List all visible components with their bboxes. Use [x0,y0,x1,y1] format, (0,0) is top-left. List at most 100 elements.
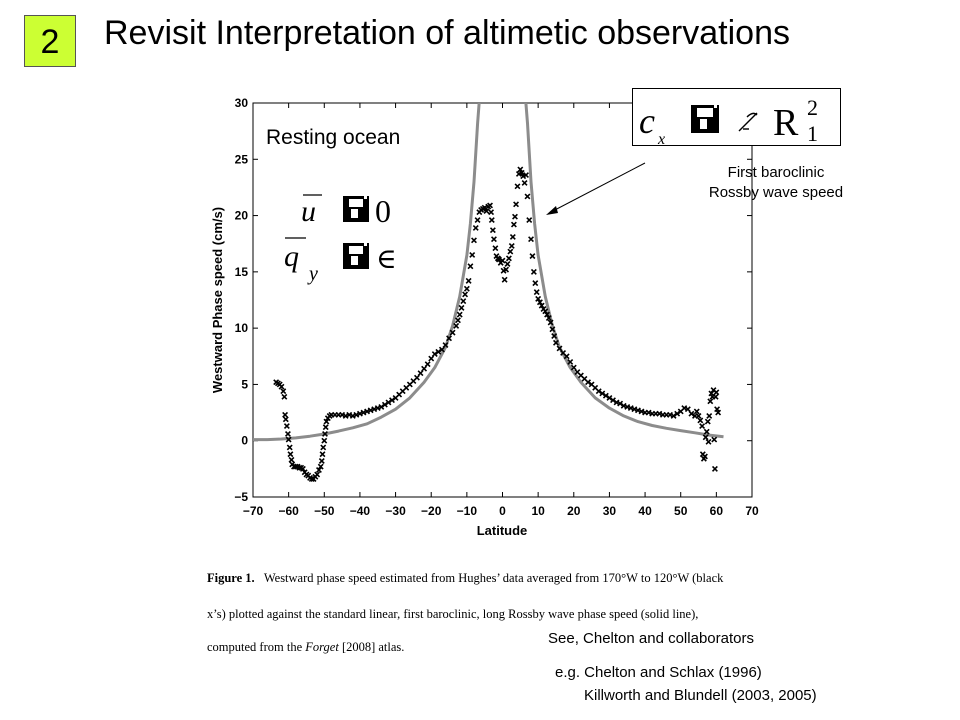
observation-point [610,397,616,404]
caption-text-2: x’s) plotted against the standard linear… [207,607,699,621]
cx-subscript: x [657,131,665,147]
resting-ocean-label: Resting ocean [266,126,400,149]
observation-point [706,412,713,419]
u-bar-formula: u 0 [301,193,391,229]
observation-point [442,342,449,348]
observation-point [483,208,490,215]
observation-point [549,326,556,333]
observation-point [512,213,518,220]
observation-point [488,209,495,216]
observation-point [381,401,388,408]
observation-point [389,397,395,404]
figure-caption-line3: computed from the Forget [2008] atlas. [207,640,404,655]
observation-point [460,298,467,305]
observation-point [424,361,431,368]
observation-point [705,438,712,445]
observation-point [472,224,479,231]
pointer-arrowhead [546,206,558,215]
observation-markers [273,166,722,482]
observation-point [417,370,424,377]
qy-subscript: y [307,263,318,285]
observation-point [538,302,545,309]
figure-caption-line2: x’s) plotted against the standard linear… [207,607,698,622]
observation-point [315,467,322,473]
observation-point [599,390,606,397]
see-note: See, Chelton and collaborators [548,630,754,647]
x-axis-label: Latitude [477,523,528,538]
y-tick-label: 30 [235,96,249,110]
caption-text-3b: Forget [305,640,339,654]
observation-point [446,335,453,342]
floppy-icon [691,105,719,133]
cx-formula: c x R 2 1 [639,95,818,148]
observation-point [713,389,720,396]
observation-point [282,411,289,418]
y-tick-label: −5 [234,490,248,504]
observation-point [299,465,306,472]
observation-point [585,379,592,386]
observation-point [552,339,559,346]
observation-point [567,358,574,365]
observation-point [499,257,506,264]
observation-point [487,202,493,209]
observation-point [545,315,552,321]
observation-point [504,261,511,267]
observation-point [684,406,691,413]
cx-symbol: c [639,101,655,141]
observation-point [547,319,554,326]
q-symbol: q [284,240,299,273]
observation-point [314,471,321,478]
reference-1: e.g. Chelton and Schlax (1996) [555,664,762,681]
observation-point [508,243,515,249]
observation-point [514,183,521,190]
observation-point [536,299,543,306]
observation-point [563,353,570,360]
observation-point [467,263,474,270]
observation-point [488,217,495,224]
rossby-formula-box: c x R 2 1 [632,88,841,148]
observation-point [570,364,577,371]
observation-point [697,417,704,424]
observation-point [489,227,496,234]
observation-point [518,169,525,176]
observation-point [699,423,706,430]
u-symbol: u [301,195,316,228]
rossby-label-line1: First baroclinic [727,164,825,181]
observation-point [712,393,719,400]
observation-point [510,221,517,228]
x-tick-label: −30 [385,504,406,518]
observation-point [458,304,465,311]
observation-point [317,463,324,470]
observation-point [431,351,438,357]
observation-point [322,430,328,437]
cx-subscript-1: 1 [807,121,818,146]
observation-point [285,436,292,443]
observation-point [465,277,472,284]
observation-point [707,398,714,405]
observation-point [602,392,609,399]
chart-axes: −70 −60 −50 −40 −30 −20 −10 0 10 20 30 40 50 60 70−505… [234,96,759,518]
qy-rhs: ∈ [376,242,397,275]
observation-point [421,365,428,372]
observation-point [438,346,445,353]
observation-point [507,248,514,255]
observation-point [321,437,328,444]
x-tick-label: 20 [567,504,581,518]
observation-point [322,424,329,431]
observation-point [454,317,461,324]
observation-point [526,217,533,224]
observation-point [503,266,510,273]
observation-point [532,280,539,287]
observation-point [490,236,497,243]
observation-point [595,388,602,395]
y-tick-label: 25 [235,152,249,166]
observation-point [693,408,700,415]
rossby-curve-layer [253,103,724,442]
x-tick-label: 40 [638,504,652,518]
observation-point [462,291,469,298]
slide-title: Revisit Interpretation of altimetic obse… [104,14,790,52]
observation-point [287,451,294,458]
figure-caption-line1: Figure 1. Westward phase speed estimated… [207,571,723,586]
rossby-speed-curve [253,103,481,442]
